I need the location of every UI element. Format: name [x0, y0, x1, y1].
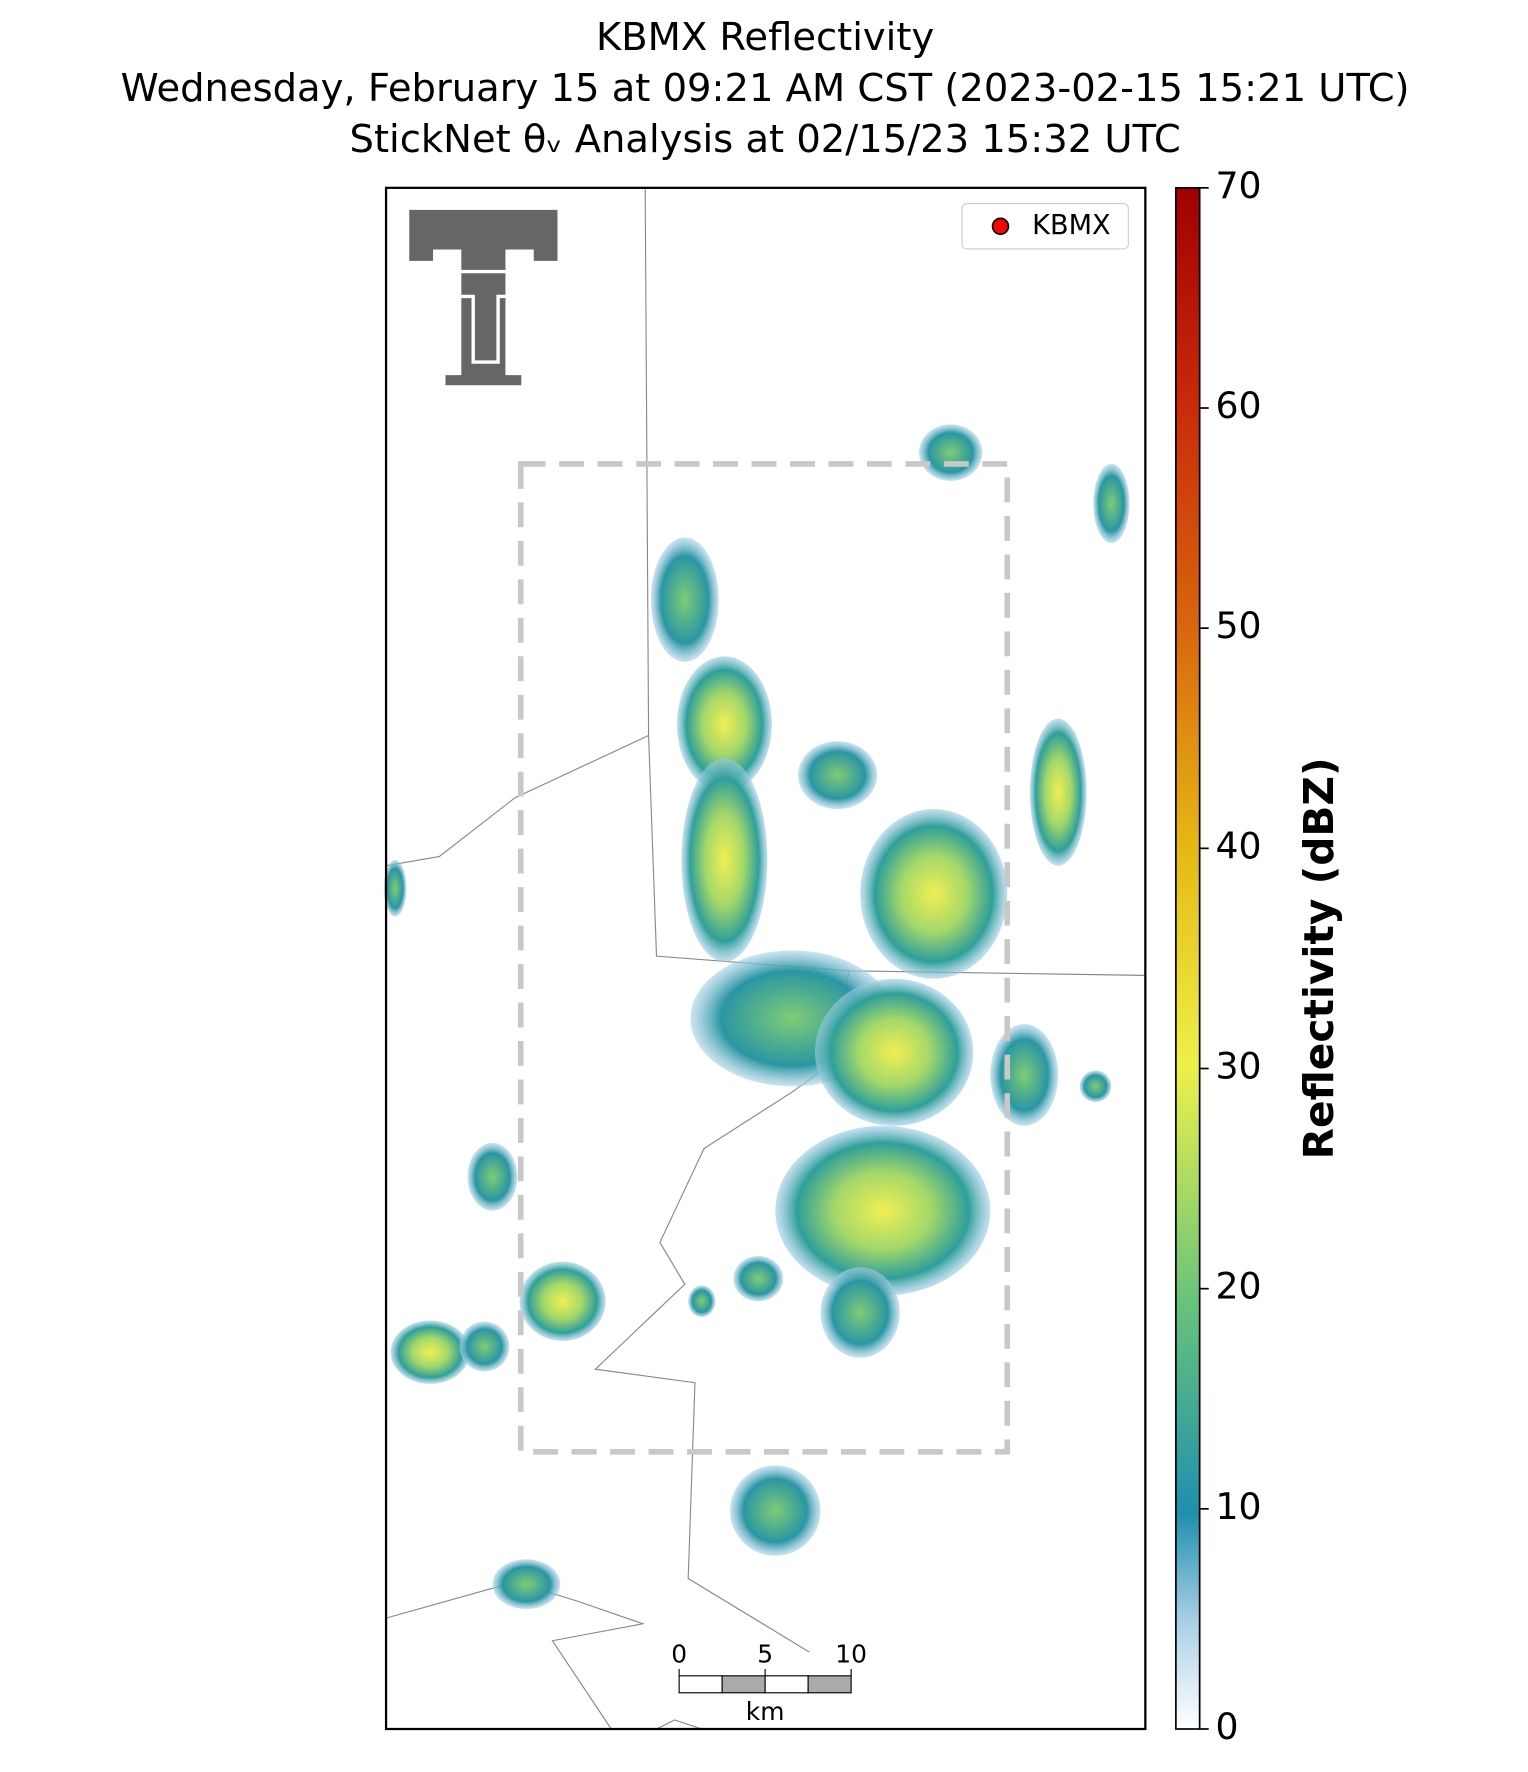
- colorbar-tick-label: 10: [1215, 1485, 1261, 1528]
- map-panel: KBMX km 0 5 10: [383, 186, 1147, 1731]
- colorbar-tick-label: 20: [1215, 1265, 1261, 1308]
- colorbar-label: Reflectivity (dBZ): [1295, 757, 1343, 1159]
- scale-segment: [764, 1675, 809, 1694]
- title: KBMX Reflectivity: [596, 15, 934, 60]
- logo: [405, 206, 561, 389]
- colorbar-tick-label: 30: [1215, 1045, 1261, 1088]
- analysis-domain: [517, 461, 1011, 1455]
- scale-segment: [721, 1675, 766, 1694]
- scale-segment: [807, 1675, 852, 1694]
- scale-unit: km: [746, 1697, 785, 1726]
- colorbar: Reflectivity (dBZ) 0 10 20 30 40 50 60 70: [1175, 164, 1343, 1748]
- scale-segment: [678, 1675, 723, 1694]
- colorbar-tick-label: 50: [1215, 604, 1261, 647]
- scale-tick-label: 0: [671, 1639, 687, 1668]
- colorbar-tick-label: 70: [1215, 164, 1261, 207]
- scale-bar: km 0 5 10: [671, 1639, 867, 1726]
- legend: KBMX: [961, 203, 1129, 250]
- scale-tick-label: 10: [835, 1639, 867, 1668]
- colorbar-tick-label: 0: [1215, 1705, 1238, 1748]
- legend-marker: [991, 217, 1010, 236]
- legend-label: KBMX: [1032, 210, 1110, 241]
- scale-tick-label: 5: [757, 1639, 773, 1668]
- analysis-time: StickNet θᵥ Analysis at 02/15/23 15:32 U…: [350, 117, 1181, 162]
- colorbar-tick-label: 60: [1215, 384, 1261, 427]
- subtitle: Wednesday, February 15 at 09:21 AM CST (…: [121, 66, 1410, 111]
- reflectivity-echoes: [383, 424, 1130, 1610]
- colorbar-tick-label: 40: [1215, 824, 1261, 867]
